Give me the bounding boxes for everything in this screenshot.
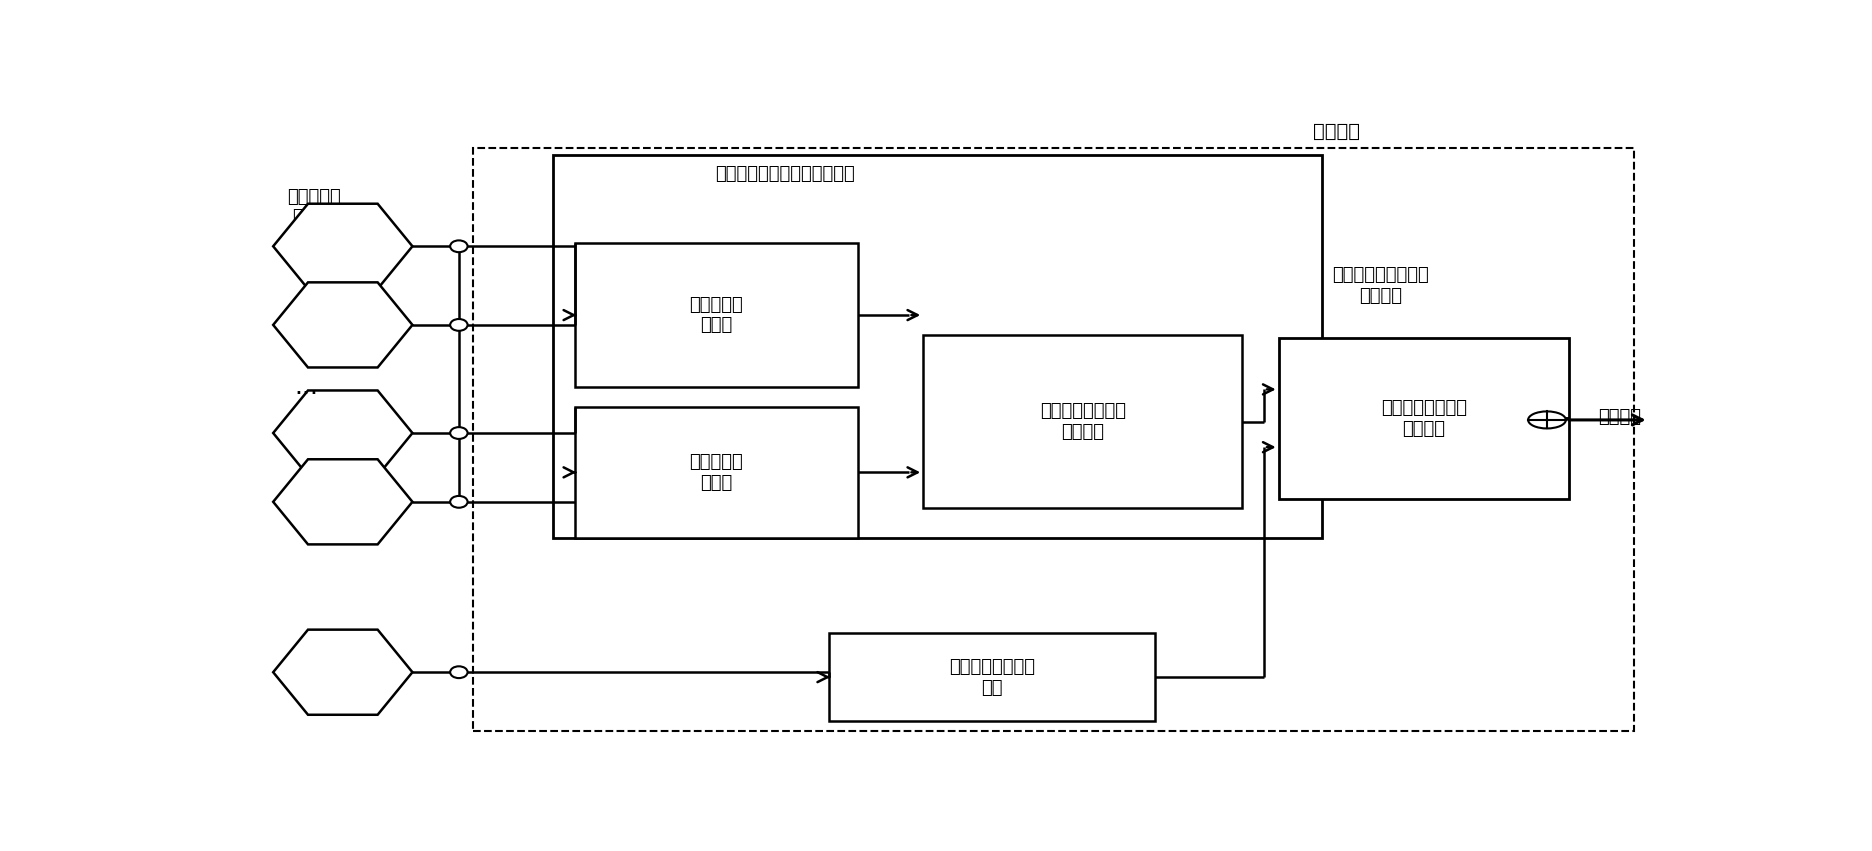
Text: 二氧化碳排放量计算
终算模块: 二氧化碳排放量计算 终算模块 <box>1331 266 1428 305</box>
Text: 系统输出: 系统输出 <box>1599 408 1642 426</box>
Text: 碳元素转移
物质流: 碳元素转移 物质流 <box>689 453 743 492</box>
FancyBboxPatch shape <box>829 633 1155 722</box>
Circle shape <box>1528 411 1565 428</box>
Text: 碳元素输入
物质流: 碳元素输入 物质流 <box>689 295 743 334</box>
Ellipse shape <box>449 496 468 508</box>
Ellipse shape <box>449 666 468 678</box>
Polygon shape <box>273 203 412 288</box>
Text: 二氧化碳排放量计
算初算量: 二氧化碳排放量计 算初算量 <box>1039 403 1125 441</box>
Polygon shape <box>273 630 412 715</box>
FancyBboxPatch shape <box>575 407 857 538</box>
Text: 二氧化碳排放监测
模块: 二氧化碳排放监测 模块 <box>949 658 1035 696</box>
Text: 二氧化碳排放量计算初算模块: 二氧化碳排放量计算初算模块 <box>715 165 856 183</box>
FancyBboxPatch shape <box>1279 338 1569 499</box>
FancyBboxPatch shape <box>923 334 1243 508</box>
Text: 二氧化碳排放量计
算终算量: 二氧化碳排放量计 算终算量 <box>1382 399 1466 437</box>
Polygon shape <box>273 460 412 545</box>
Text: 外部检测及
分析目标: 外部检测及 分析目标 <box>286 187 341 226</box>
Ellipse shape <box>449 319 468 331</box>
FancyBboxPatch shape <box>575 243 857 387</box>
Ellipse shape <box>449 240 468 252</box>
Ellipse shape <box>449 427 468 439</box>
Polygon shape <box>273 283 412 368</box>
Polygon shape <box>273 391 412 476</box>
FancyBboxPatch shape <box>554 155 1322 538</box>
Text: ···: ··· <box>294 382 318 406</box>
Text: 系统边界: 系统边界 <box>1312 122 1361 141</box>
